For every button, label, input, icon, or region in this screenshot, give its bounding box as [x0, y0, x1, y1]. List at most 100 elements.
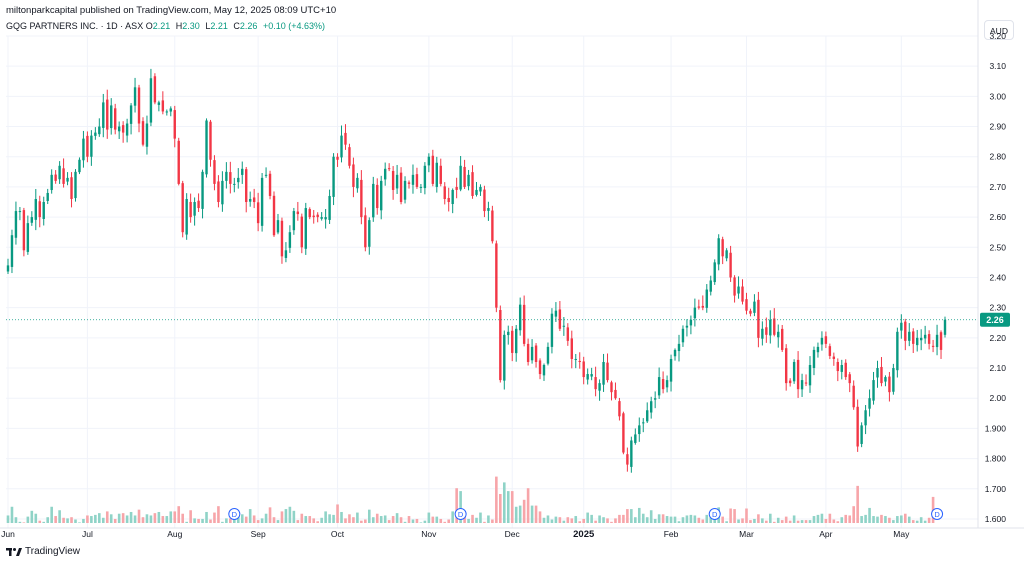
- volume-bar: [169, 511, 173, 523]
- candle-body: [34, 198, 37, 220]
- volume-bar: [669, 516, 673, 523]
- volume-bar: [30, 510, 34, 523]
- volume-bar: [606, 518, 609, 523]
- candle-body: [943, 319, 947, 335]
- candle-body: [260, 177, 264, 226]
- volume-bar: [888, 517, 891, 523]
- volume-bar: [419, 522, 423, 523]
- candle-body: [113, 108, 117, 130]
- volume-bar: [911, 520, 915, 523]
- volume-bar: [6, 515, 10, 523]
- volume-bar: [641, 513, 645, 523]
- volume-bar: [256, 520, 260, 523]
- price-axis[interactable]: 3.20 3.10 3.00 2.90 2.80 2.70 2.60 2.50 2.40 2.30…: [977, 0, 1006, 528]
- candle-body: [241, 168, 244, 175]
- candle-body: [927, 334, 931, 344]
- candle-body: [832, 356, 836, 359]
- close-value: 2.26: [239, 21, 258, 31]
- dividend-marker-circle[interactable]: [228, 508, 241, 520]
- candle-body: [356, 177, 359, 189]
- candle-body: [896, 331, 899, 371]
- volume-bar: [915, 520, 919, 523]
- volume-bar: [594, 520, 597, 523]
- volume-bar: [872, 516, 875, 523]
- volume-bar: [518, 505, 522, 523]
- volume-bar: [502, 482, 506, 523]
- candle-body: [447, 197, 450, 203]
- dividend-marker-label: D: [934, 510, 940, 519]
- candle-body: [642, 422, 645, 424]
- dividend-marker-circle[interactable]: [931, 508, 944, 520]
- candle-body: [709, 280, 712, 292]
- candle-body: [177, 140, 180, 184]
- candle-body: [324, 217, 327, 220]
- volume-bar: [364, 519, 367, 523]
- candle-body: [880, 366, 883, 384]
- candle-body: [415, 174, 419, 187]
- candle-body: [884, 377, 887, 382]
- candle-body: [919, 337, 923, 341]
- candle-body: [784, 348, 788, 384]
- candle-body: [590, 374, 593, 377]
- volume-bar: [677, 521, 681, 523]
- volume-bar: [117, 513, 121, 523]
- candle-body: [697, 306, 701, 308]
- candle-body: [209, 121, 212, 160]
- volume-bar: [479, 512, 482, 523]
- volume-bar: [610, 521, 613, 523]
- candle-body: [137, 87, 141, 124]
- candle-body: [58, 165, 61, 180]
- candle-body: [193, 202, 196, 216]
- volume-bar: [18, 521, 22, 523]
- candle-body: [693, 307, 697, 319]
- candle-body: [427, 156, 431, 166]
- candle-body: [717, 238, 720, 265]
- candle-body: [50, 174, 53, 191]
- price-tick-label: 2.70: [989, 182, 1006, 192]
- tradingview-brand[interactable]: TradingView: [6, 546, 80, 557]
- candle-body: [713, 262, 716, 283]
- dividend-marker-circle[interactable]: [454, 508, 467, 520]
- volume-bar: [808, 520, 812, 523]
- volume-bar: [66, 518, 69, 523]
- candle-body: [769, 319, 772, 336]
- candle-body: [106, 99, 109, 130]
- volume-bar: [693, 515, 697, 523]
- currency-button[interactable]: AUD: [984, 20, 1014, 40]
- candle-body: [503, 334, 506, 381]
- volume-bar: [574, 516, 578, 523]
- dividend-marker-label: D: [458, 510, 464, 519]
- candle-body: [685, 325, 689, 328]
- volume-bar: [177, 506, 181, 523]
- candle-body: [141, 121, 145, 145]
- volume-bar: [804, 520, 808, 523]
- candle-body: [169, 108, 172, 112]
- candle-body: [149, 78, 153, 123]
- candle-body: [459, 165, 462, 190]
- volume-bar: [510, 491, 514, 523]
- candle-body: [90, 135, 93, 157]
- volume-bar: [292, 510, 296, 523]
- candle-body: [443, 186, 446, 199]
- volume-bar: [475, 517, 478, 523]
- volume-bar: [622, 514, 625, 523]
- time-axis[interactable]: Jun Jul Aug Sep Oct Nov Dec 2025 Feb Mar Apr May: [0, 527, 1024, 540]
- candle-body: [574, 358, 577, 360]
- dividend-marker-circle[interactable]: [708, 508, 721, 520]
- volume-bar: [765, 520, 768, 523]
- candle-body: [570, 338, 573, 359]
- volume-bar: [161, 516, 165, 523]
- candle-body: [62, 168, 65, 184]
- volume-bar: [578, 521, 582, 523]
- time-tick-label: Dec: [505, 529, 521, 539]
- candle-body: [161, 100, 165, 112]
- volume-bar: [499, 494, 502, 523]
- time-tick-label: Oct: [331, 529, 345, 539]
- volume-bar: [320, 517, 323, 523]
- candle-body: [749, 310, 752, 314]
- candle-body: [98, 126, 101, 135]
- volume-bar: [46, 517, 50, 523]
- volume-bar: [383, 515, 387, 523]
